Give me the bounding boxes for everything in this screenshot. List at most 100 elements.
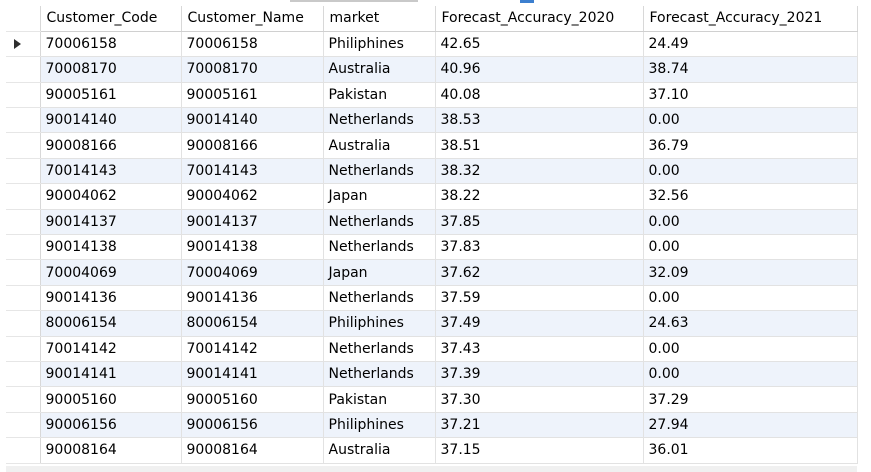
cell-forecast-accuracy-2020[interactable]: 42.65 bbox=[435, 31, 644, 58]
row-header[interactable] bbox=[6, 132, 41, 159]
cell-market[interactable]: Japan bbox=[323, 259, 436, 286]
cell-forecast-accuracy-2021[interactable]: 27.94 bbox=[643, 412, 858, 439]
row-header[interactable] bbox=[6, 285, 41, 312]
table-row[interactable]: 70014142 70014142 Netherlands 37.43 0.00 bbox=[6, 336, 858, 362]
cell-customer-name[interactable]: 90014138 bbox=[181, 234, 324, 261]
cell-customer-code[interactable]: 90005161 bbox=[40, 82, 182, 109]
row-header[interactable] bbox=[6, 107, 41, 134]
cell-forecast-accuracy-2021[interactable]: 37.29 bbox=[643, 386, 858, 413]
cell-customer-name[interactable]: 90014141 bbox=[181, 361, 324, 388]
cell-forecast-accuracy-2020[interactable]: 37.21 bbox=[435, 412, 644, 439]
cell-forecast-accuracy-2020[interactable]: 38.51 bbox=[435, 132, 644, 159]
cell-customer-name[interactable]: 70006158 bbox=[181, 31, 324, 58]
cell-market[interactable]: Netherlands bbox=[323, 209, 436, 236]
cell-customer-name[interactable]: 70008170 bbox=[181, 56, 324, 83]
row-header[interactable] bbox=[6, 158, 41, 185]
cell-customer-code[interactable]: 80006154 bbox=[40, 310, 182, 337]
cell-customer-name[interactable]: 90008164 bbox=[181, 437, 324, 464]
row-header[interactable] bbox=[6, 56, 41, 83]
cell-forecast-accuracy-2021[interactable]: 24.63 bbox=[643, 310, 858, 337]
cell-market[interactable]: Australia bbox=[323, 437, 436, 464]
cell-forecast-accuracy-2020[interactable]: 37.15 bbox=[435, 437, 644, 464]
cell-customer-code[interactable]: 70008170 bbox=[40, 56, 182, 83]
row-header[interactable] bbox=[6, 386, 41, 413]
cell-customer-name[interactable]: 90004062 bbox=[181, 183, 324, 210]
column-header-forecast-accuracy-2020[interactable]: Forecast_Accuracy_2020 bbox=[435, 6, 644, 32]
cell-forecast-accuracy-2020[interactable]: 37.85 bbox=[435, 209, 644, 236]
cell-customer-code[interactable]: 90014136 bbox=[40, 285, 182, 312]
table-row[interactable]: 90008166 90008166 Australia 38.51 36.79 bbox=[6, 132, 858, 159]
cell-forecast-accuracy-2021[interactable]: 36.01 bbox=[643, 437, 858, 464]
cell-customer-code[interactable]: 90006156 bbox=[40, 412, 182, 439]
table-row[interactable]: 70004069 70004069 Japan 37.62 32.09 bbox=[6, 259, 858, 286]
cell-customer-name[interactable]: 90005160 bbox=[181, 386, 324, 413]
cell-customer-name[interactable]: 90014137 bbox=[181, 209, 324, 236]
row-header[interactable] bbox=[6, 31, 41, 58]
cell-customer-code[interactable]: 90004062 bbox=[40, 183, 182, 210]
cell-market[interactable]: Netherlands bbox=[323, 107, 436, 134]
cell-forecast-accuracy-2021[interactable]: 32.56 bbox=[643, 183, 858, 210]
cell-forecast-accuracy-2020[interactable]: 37.39 bbox=[435, 361, 644, 388]
cell-forecast-accuracy-2020[interactable]: 40.96 bbox=[435, 56, 644, 83]
row-header[interactable] bbox=[6, 336, 41, 362]
cell-forecast-accuracy-2021[interactable]: 32.09 bbox=[643, 259, 858, 286]
cell-forecast-accuracy-2021[interactable]: 0.00 bbox=[643, 336, 858, 362]
cell-customer-name[interactable]: 90014136 bbox=[181, 285, 324, 312]
cell-forecast-accuracy-2021[interactable]: 36.79 bbox=[643, 132, 858, 159]
column-header-market[interactable]: market bbox=[323, 6, 436, 32]
cell-market[interactable]: Pakistan bbox=[323, 82, 436, 109]
row-header[interactable] bbox=[6, 234, 41, 261]
cell-customer-name[interactable]: 90006156 bbox=[181, 412, 324, 439]
cell-forecast-accuracy-2021[interactable]: 0.00 bbox=[643, 107, 858, 134]
cell-customer-name[interactable]: 90014140 bbox=[181, 107, 324, 134]
table-row[interactable]: 90008164 90008164 Australia 37.15 36.01 bbox=[6, 437, 858, 464]
table-row[interactable]: 70008170 70008170 Australia 40.96 38.74 bbox=[6, 56, 858, 83]
cell-forecast-accuracy-2020[interactable]: 37.30 bbox=[435, 386, 644, 413]
cell-forecast-accuracy-2021[interactable]: 38.74 bbox=[643, 56, 858, 83]
row-header-corner[interactable] bbox=[6, 6, 41, 32]
column-header-forecast-accuracy-2021[interactable]: Forecast_Accuracy_2021 bbox=[643, 6, 858, 32]
row-header[interactable] bbox=[6, 82, 41, 109]
cell-market[interactable]: Netherlands bbox=[323, 234, 436, 261]
cell-customer-name[interactable]: 70004069 bbox=[181, 259, 324, 286]
cell-forecast-accuracy-2021[interactable]: 0.00 bbox=[643, 361, 858, 388]
cell-customer-code[interactable]: 90014141 bbox=[40, 361, 182, 388]
cell-forecast-accuracy-2021[interactable]: 37.10 bbox=[643, 82, 858, 109]
cell-forecast-accuracy-2021[interactable]: 0.00 bbox=[643, 209, 858, 236]
cell-market[interactable]: Netherlands bbox=[323, 158, 436, 185]
cell-market[interactable]: Netherlands bbox=[323, 285, 436, 312]
cell-forecast-accuracy-2020[interactable]: 38.53 bbox=[435, 107, 644, 134]
cell-market[interactable]: Australia bbox=[323, 56, 436, 83]
cell-customer-name[interactable]: 90008166 bbox=[181, 132, 324, 159]
table-row[interactable]: 90005161 90005161 Pakistan 40.08 37.10 bbox=[6, 82, 858, 109]
cell-market[interactable]: Philiphines bbox=[323, 412, 436, 439]
cell-customer-name[interactable]: 80006154 bbox=[181, 310, 324, 337]
row-header[interactable] bbox=[6, 310, 41, 337]
cell-forecast-accuracy-2020[interactable]: 40.08 bbox=[435, 82, 644, 109]
cell-customer-code[interactable]: 90008164 bbox=[40, 437, 182, 464]
row-header[interactable] bbox=[6, 412, 41, 439]
cell-customer-code[interactable]: 90005160 bbox=[40, 386, 182, 413]
row-header[interactable] bbox=[6, 209, 41, 236]
cell-customer-code[interactable]: 70014143 bbox=[40, 158, 182, 185]
cell-customer-code[interactable]: 70004069 bbox=[40, 259, 182, 286]
cell-forecast-accuracy-2021[interactable]: 24.49 bbox=[643, 31, 858, 58]
cell-forecast-accuracy-2021[interactable]: 0.00 bbox=[643, 285, 858, 312]
cell-forecast-accuracy-2020[interactable]: 37.49 bbox=[435, 310, 644, 337]
cell-market[interactable]: Australia bbox=[323, 132, 436, 159]
cell-forecast-accuracy-2020[interactable]: 37.59 bbox=[435, 285, 644, 312]
table-row[interactable]: 90006156 90006156 Philiphines 37.21 27.94 bbox=[6, 412, 858, 439]
cell-forecast-accuracy-2020[interactable]: 38.22 bbox=[435, 183, 644, 210]
cell-customer-code[interactable]: 90014140 bbox=[40, 107, 182, 134]
cell-customer-code[interactable]: 70006158 bbox=[40, 31, 182, 58]
cell-customer-code[interactable]: 90014138 bbox=[40, 234, 182, 261]
cell-forecast-accuracy-2021[interactable]: 0.00 bbox=[643, 158, 858, 185]
cell-forecast-accuracy-2020[interactable]: 37.43 bbox=[435, 336, 644, 362]
table-row[interactable]: 80006154 80006154 Philiphines 37.49 24.63 bbox=[6, 310, 858, 337]
table-row[interactable]: 90014137 90014137 Netherlands 37.85 0.00 bbox=[6, 209, 858, 236]
cell-customer-code[interactable]: 90014137 bbox=[40, 209, 182, 236]
table-row[interactable]: 90004062 90004062 Japan 38.22 32.56 bbox=[6, 183, 858, 210]
cell-forecast-accuracy-2020[interactable]: 37.83 bbox=[435, 234, 644, 261]
row-header[interactable] bbox=[6, 361, 41, 388]
table-row[interactable]: 90014141 90014141 Netherlands 37.39 0.00 bbox=[6, 361, 858, 388]
